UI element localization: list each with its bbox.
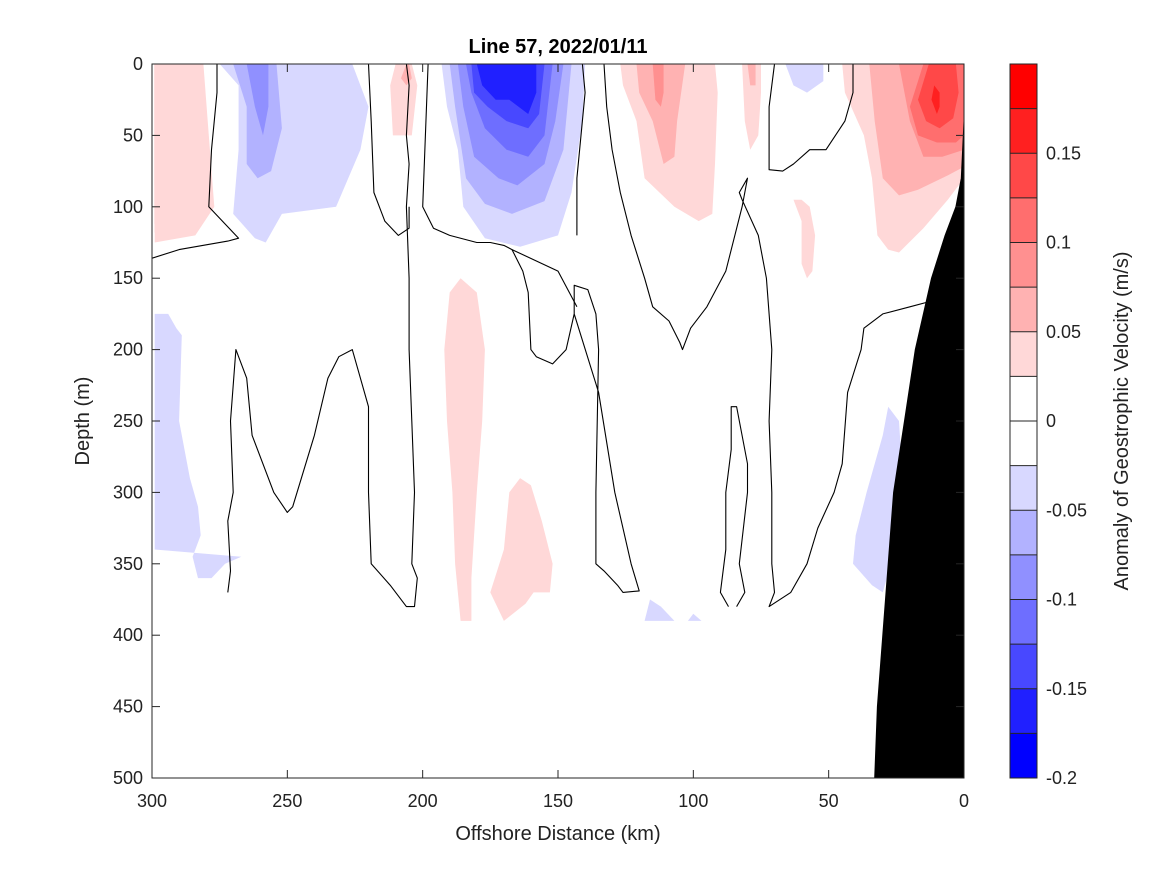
x-tick-label: 150 bbox=[543, 791, 573, 811]
positive-blob-region bbox=[742, 64, 761, 150]
zero-contour-line bbox=[576, 64, 586, 236]
x-axis: 300 250 200 150 100 50 0 bbox=[137, 64, 969, 811]
colorbar-label: Anomaly of Geostrophic Velocity (m/s) bbox=[1111, 251, 1133, 590]
zero-contour-line bbox=[603, 64, 938, 608]
y-tick-label: 200 bbox=[113, 340, 143, 360]
positive-blob-region bbox=[793, 199, 816, 279]
positive-blob-region bbox=[490, 478, 553, 621]
colorbar-tick-label: 0.05 bbox=[1046, 322, 1081, 342]
colorbar-tick-label: -0.1 bbox=[1046, 590, 1077, 610]
y-tick-label: 400 bbox=[113, 625, 143, 645]
positive-blob-region bbox=[401, 64, 412, 86]
negative-blob-region bbox=[644, 599, 675, 621]
y-tick-label: 50 bbox=[123, 125, 143, 145]
y-tick-label: 100 bbox=[113, 197, 143, 217]
colorbar-swatch bbox=[1010, 108, 1037, 154]
y-tick-label: 0 bbox=[133, 54, 143, 74]
colorbar-swatch bbox=[1010, 465, 1037, 511]
colorbar-tick-label: 0 bbox=[1046, 411, 1056, 431]
zero-contour-line bbox=[422, 64, 640, 593]
zero-contour-line bbox=[227, 64, 418, 608]
zero-contour-line bbox=[719, 406, 749, 607]
chart-title: Line 57, 2022/01/11 bbox=[468, 36, 647, 58]
colorbar-swatch bbox=[1010, 510, 1037, 555]
x-tick-label: 100 bbox=[678, 791, 708, 811]
colorbar: 0.15 0.1 0.05 0 -0.05 -0.1 -0.15 -0.2 bbox=[1009, 63, 1087, 788]
negative-blob-region bbox=[687, 613, 702, 621]
plot-area bbox=[151, 63, 965, 779]
negative-blob-region bbox=[154, 313, 242, 579]
colorbar-swatch bbox=[1010, 644, 1037, 689]
x-tick-label: 0 bbox=[959, 791, 969, 811]
negative-blob-region bbox=[246, 64, 269, 136]
zero-contour-line bbox=[511, 249, 578, 308]
zero-contour-lines bbox=[152, 64, 938, 608]
y-tick-label: 450 bbox=[113, 697, 143, 717]
colorbar-swatch bbox=[1010, 376, 1037, 421]
colorbar-swatch bbox=[1010, 599, 1037, 645]
x-tick-label: 50 bbox=[819, 791, 839, 811]
zero-contour-line bbox=[152, 64, 240, 259]
contour-fills bbox=[154, 64, 964, 621]
y-tick-label: 300 bbox=[113, 482, 143, 502]
colorbar-swatch bbox=[1010, 242, 1037, 288]
negative-blob-region bbox=[785, 64, 824, 93]
positive-core-region bbox=[154, 64, 215, 243]
colorbar-tick-label: 0.15 bbox=[1046, 143, 1081, 163]
y-tick-label: 350 bbox=[113, 554, 143, 574]
zero-contour-line bbox=[367, 64, 410, 236]
y-tick-label: 150 bbox=[113, 268, 143, 288]
x-tick-label: 300 bbox=[137, 791, 167, 811]
colorbar-swatch bbox=[1010, 733, 1037, 778]
colorbar-tick-label: -0.05 bbox=[1046, 500, 1087, 520]
colorbar-swatch bbox=[1010, 421, 1037, 466]
colorbar-tick-label: -0.15 bbox=[1046, 679, 1087, 699]
positive-blob-region bbox=[652, 64, 664, 107]
y-tick-label: 500 bbox=[113, 768, 143, 788]
zero-contour-line bbox=[768, 64, 854, 172]
colorbar-swatch bbox=[1010, 197, 1037, 243]
x-tick-label: 250 bbox=[272, 791, 302, 811]
colorbar-swatch bbox=[1010, 554, 1037, 600]
x-tick-label: 200 bbox=[408, 791, 438, 811]
negative-blob-region bbox=[233, 64, 282, 179]
colorbar-swatch bbox=[1010, 64, 1037, 109]
positive-blob-region bbox=[390, 64, 418, 136]
positive-blob-region bbox=[444, 278, 485, 621]
positive-coast-region bbox=[931, 85, 940, 114]
colorbar-swatch bbox=[1010, 688, 1037, 734]
colorbar-tick-label: 0.1 bbox=[1046, 233, 1071, 253]
positive-blob-region bbox=[636, 64, 686, 164]
colorbar-tick-label: -0.2 bbox=[1046, 768, 1077, 788]
x-axis-label: Offshore Distance (km) bbox=[455, 823, 660, 845]
y-axis: 0 50 100 150 200 250 300 350 400 450 500 bbox=[113, 54, 964, 788]
positive-blob-region bbox=[747, 64, 756, 86]
colorbar-swatch bbox=[1010, 331, 1037, 377]
y-axis-label: Depth (m) bbox=[72, 377, 94, 466]
colorbar-swatch bbox=[1010, 287, 1037, 332]
y-tick-label: 250 bbox=[113, 411, 143, 431]
colorbar-swatch bbox=[1010, 153, 1037, 198]
negative-core-region bbox=[476, 64, 537, 114]
colorbar-frame bbox=[1009, 63, 1038, 779]
